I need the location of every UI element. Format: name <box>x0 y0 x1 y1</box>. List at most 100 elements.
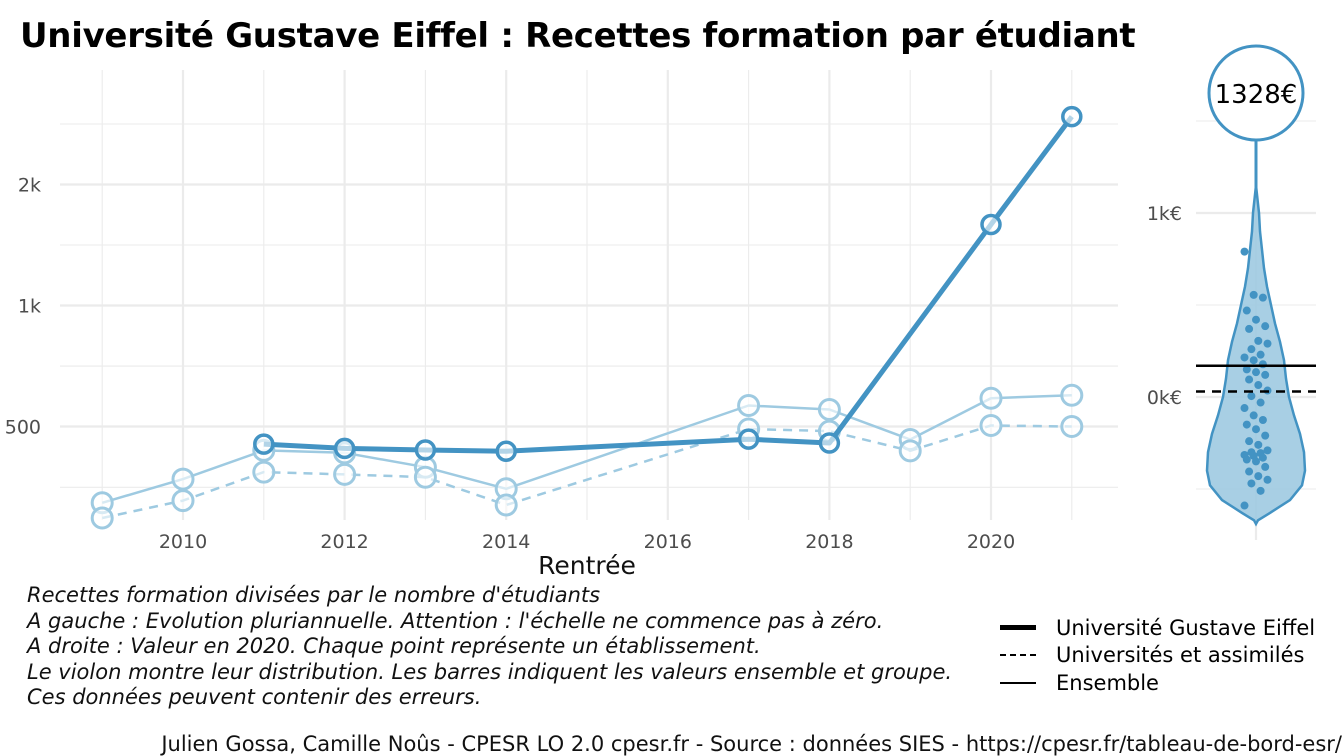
legend-item-eiffel: Université Gustave Eiffel <box>1000 614 1315 642</box>
caption: Recettes formation divisées par le nombr… <box>27 583 952 711</box>
violin-point <box>1252 425 1260 434</box>
caption-line: A droite : Valeur en 2020. Chaque point … <box>27 634 761 658</box>
violin-point <box>1256 398 1265 407</box>
violin-point <box>1240 404 1249 413</box>
data-point <box>979 413 1003 437</box>
violin-point <box>1240 247 1249 256</box>
data-point <box>737 428 760 450</box>
violin-point <box>1245 437 1254 446</box>
violin-point <box>1249 356 1258 365</box>
violin-point <box>1263 475 1272 484</box>
highlight-value-label: 1328€ <box>1215 80 1298 110</box>
data-point <box>252 460 276 484</box>
violin-point <box>1261 370 1270 379</box>
left-panel-series <box>90 105 1084 530</box>
violin-point <box>1245 375 1254 384</box>
violin-point <box>1256 350 1265 359</box>
data-point <box>414 439 437 461</box>
data-point <box>495 440 517 462</box>
data-point <box>90 506 114 530</box>
violin-point <box>1258 360 1267 369</box>
violin-point <box>1240 501 1249 510</box>
right-panel-violin: 1328€ <box>1196 44 1316 527</box>
violin-point <box>1254 472 1263 481</box>
data-point <box>1061 105 1083 128</box>
legend-key-solid <box>1000 681 1036 684</box>
violin-point <box>1240 353 1249 362</box>
violin-point <box>1242 455 1251 464</box>
left-panel-axis: 2010 2012 2014 2016 2018 2020 500 1k 2k <box>5 174 1015 553</box>
violin-point <box>1256 486 1265 495</box>
legend-label: Ensemble <box>1056 670 1159 695</box>
violin-point <box>1247 479 1256 488</box>
highlight-bubble <box>1207 44 1305 142</box>
x-axis-label: Rentrée <box>538 551 636 580</box>
violin-tick-label: 0k€ <box>1147 387 1182 409</box>
violin-point <box>1252 368 1260 377</box>
data-point <box>253 433 275 455</box>
violin-point <box>1263 446 1272 455</box>
caption-line: Ces données peuvent contenir des erreurs… <box>27 685 482 709</box>
violin-point <box>1254 381 1263 390</box>
x-tick-label: 2016 <box>644 531 692 553</box>
violin-point <box>1261 431 1270 440</box>
violin-point <box>1252 457 1260 466</box>
violin-point <box>1258 453 1267 462</box>
chart-title: Université Gustave Eiffel : Recettes for… <box>20 16 1136 56</box>
data-point <box>980 213 1002 236</box>
data-point <box>1060 383 1084 407</box>
legend-label: Universités et assimilés <box>1056 643 1305 668</box>
y-tick-label: 2k <box>18 174 41 196</box>
x-tick-label: 2012 <box>320 531 368 553</box>
violin-point <box>1258 416 1267 424</box>
data-point <box>413 465 437 489</box>
series-line-universit-gustave-eiffel <box>263 115 1074 454</box>
data-point <box>818 432 841 454</box>
violin-point <box>1249 411 1258 420</box>
caption-line: Recettes formation divisées par le nombr… <box>27 583 601 607</box>
violin-point <box>1252 315 1260 324</box>
caption-line: Le violon montre leur distribution. Les … <box>27 659 953 684</box>
violin-point <box>1242 306 1251 315</box>
data-point <box>333 462 357 486</box>
violin-point <box>1245 467 1254 476</box>
violin-point <box>1258 293 1267 302</box>
violin-tick-label: 1k€ <box>1147 203 1182 225</box>
violin-point <box>1242 365 1251 374</box>
x-tick-label: 2014 <box>482 531 530 553</box>
violin-point <box>1263 339 1272 348</box>
violin-point <box>1261 462 1270 471</box>
legend-item-universites: Universités et assimilés <box>1000 642 1315 670</box>
violin-point <box>1254 336 1263 345</box>
x-tick-label: 2018 <box>805 531 853 553</box>
data-point <box>737 393 761 417</box>
caption-line: A gauche : Evolution pluriannuelle. Atte… <box>27 608 884 633</box>
data-point <box>817 398 841 422</box>
data-point <box>1060 415 1084 438</box>
legend-item-ensemble: Ensemble <box>1000 669 1315 697</box>
footer-credits: Julien Gossa, Camille Noûs - CPESR LO 2.… <box>161 732 1342 756</box>
violin-point <box>1254 440 1263 449</box>
violin-point <box>1247 392 1256 401</box>
y-tick-label: 1k <box>18 295 41 317</box>
violin-point <box>1249 290 1258 299</box>
violin-point <box>1245 324 1254 333</box>
legend: Université Gustave Eiffel Universités et… <box>1000 614 1315 697</box>
x-tick-label: 2020 <box>967 531 1015 553</box>
legend-key-dashed <box>1000 654 1036 657</box>
data-point <box>979 386 1003 410</box>
data-point <box>494 493 518 517</box>
data-point <box>171 489 195 513</box>
y-tick-label: 500 <box>5 417 41 439</box>
violin-point <box>1242 420 1251 429</box>
violin-point <box>1247 345 1256 354</box>
data-point <box>171 467 195 491</box>
data-point <box>333 437 356 460</box>
violin-point <box>1261 322 1270 331</box>
legend-label: Université Gustave Eiffel <box>1056 615 1316 640</box>
legend-key-bold <box>1000 625 1036 631</box>
data-point <box>898 439 922 463</box>
left-panel-grid <box>60 70 1118 520</box>
x-tick-label: 2010 <box>159 531 207 553</box>
